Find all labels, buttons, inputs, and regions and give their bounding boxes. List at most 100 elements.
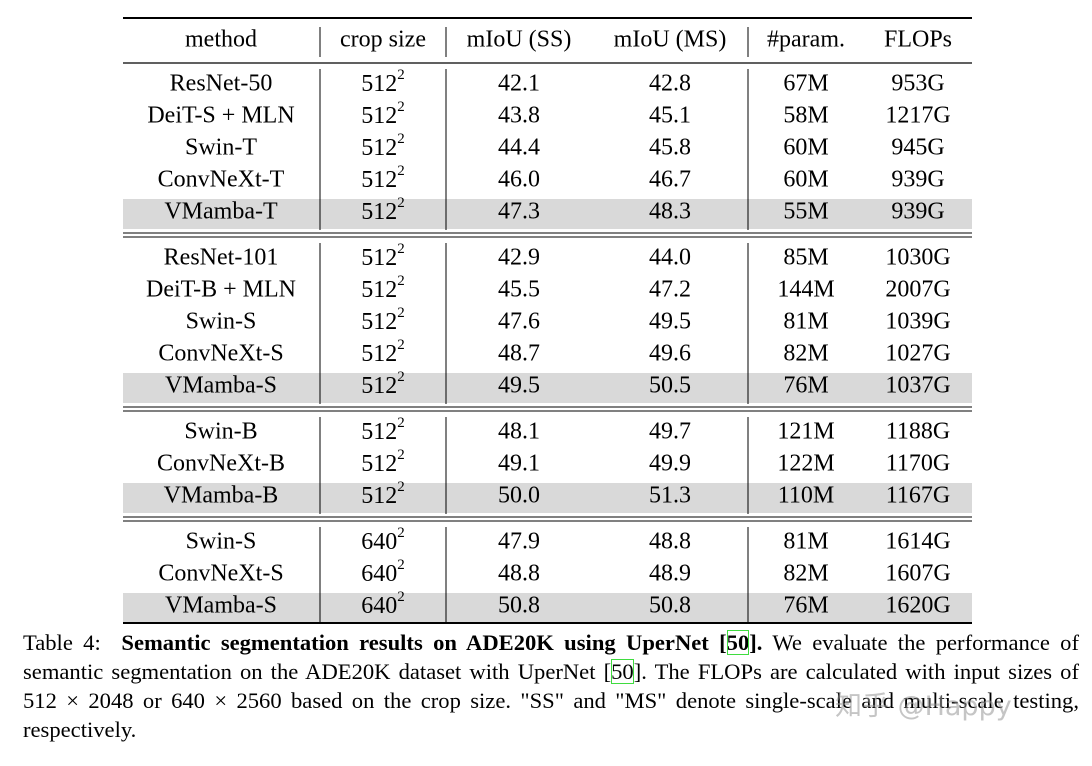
cell: 49.5 xyxy=(649,309,691,335)
cell: 5122 xyxy=(361,273,405,302)
crop-base: 512 xyxy=(361,373,397,399)
crop-base: 512 xyxy=(361,451,397,477)
cell: 1620G xyxy=(885,593,950,619)
cell: 1027G xyxy=(885,341,950,367)
cell: 5122 xyxy=(361,131,405,160)
cell: 43.8 xyxy=(498,103,540,129)
crop-exp: 2 xyxy=(397,525,405,541)
cell: 5122 xyxy=(361,415,405,444)
cell: 121M xyxy=(777,419,834,445)
cell: 1217G xyxy=(885,103,950,129)
highlight-row xyxy=(123,199,972,229)
cell: 60M xyxy=(783,167,828,193)
cell: ResNet-101 xyxy=(164,245,279,271)
cell: 1170G xyxy=(886,451,950,477)
citation[interactable]: 50 xyxy=(611,659,634,684)
crop-exp: 2 xyxy=(397,273,405,289)
cell: 5122 xyxy=(361,337,405,366)
cell: 48.8 xyxy=(498,561,540,587)
crop-exp: 2 xyxy=(397,67,405,83)
crop-base: 640 xyxy=(361,593,397,619)
crop-base: 512 xyxy=(361,483,397,509)
caption: Table 4: Semantic segmentation results o… xyxy=(23,628,1079,744)
cell: Swin-S xyxy=(186,529,257,555)
cell: 47.2 xyxy=(649,277,691,303)
highlight-row xyxy=(123,483,972,513)
cell: 5122 xyxy=(361,195,405,224)
crop-exp: 2 xyxy=(397,589,405,605)
crop-exp: 2 xyxy=(397,99,405,115)
cell: VMamba-S xyxy=(165,373,277,399)
cell: 46.0 xyxy=(498,167,540,193)
cell: 42.9 xyxy=(498,245,540,271)
cell: 6402 xyxy=(361,557,405,586)
cell: ConvNeXt-T xyxy=(158,167,285,193)
cell: 82M xyxy=(783,341,828,367)
cell: 47.6 xyxy=(498,309,540,335)
crop-exp: 2 xyxy=(397,447,405,463)
caption-text: We evaluate the performance of semantic … xyxy=(23,630,1080,684)
crop-base: 512 xyxy=(361,341,397,367)
crop-base: 640 xyxy=(361,529,397,555)
crop-base: 512 xyxy=(361,71,397,97)
cell: 939G xyxy=(891,199,944,225)
cell: 42.8 xyxy=(649,71,691,97)
cell: 81M xyxy=(783,529,828,555)
header-cell: mIoU (SS) xyxy=(467,27,572,53)
cell: 1188G xyxy=(886,419,950,445)
cell: 46.7 xyxy=(649,167,691,193)
crop-base: 512 xyxy=(361,199,397,225)
cell: 110M xyxy=(778,483,834,509)
citation[interactable]: 50 xyxy=(726,630,750,655)
caption-bold: Semantic segmentation results on ADE20K … xyxy=(121,630,762,655)
cell: 47.9 xyxy=(498,529,540,555)
cell: 45.1 xyxy=(649,103,691,129)
cell: ConvNeXt-B xyxy=(157,451,285,477)
caption-bold-text: Semantic segmentation results on ADE20K … xyxy=(121,630,727,655)
cell: 1030G xyxy=(885,245,950,271)
crop-exp: 2 xyxy=(397,241,405,257)
crop-exp: 2 xyxy=(397,337,405,353)
cell: 55M xyxy=(783,199,828,225)
cell: 58M xyxy=(783,103,828,129)
cell: 6402 xyxy=(361,525,405,554)
cell: 48.9 xyxy=(649,561,691,587)
cell: 45.8 xyxy=(649,135,691,161)
cell: 49.9 xyxy=(649,451,691,477)
caption-text: ]. The FLOPs are calculated with input s… xyxy=(23,659,1079,742)
crop-base: 512 xyxy=(361,103,397,129)
crop-exp: 2 xyxy=(397,163,405,179)
crop-exp: 2 xyxy=(397,305,405,321)
header-cell: mIoU (MS) xyxy=(614,27,727,53)
cell: 48.3 xyxy=(649,199,691,225)
cell: 122M xyxy=(777,451,834,477)
cell: ResNet-50 xyxy=(170,71,273,97)
crop-base: 512 xyxy=(361,167,397,193)
caption-label: Table 4: xyxy=(23,630,101,655)
cell: 945G xyxy=(891,135,944,161)
cell: 50.8 xyxy=(498,593,540,619)
cell: 50.8 xyxy=(649,593,691,619)
cell: 5122 xyxy=(361,479,405,508)
cell: 1614G xyxy=(885,529,950,555)
cell: 44.0 xyxy=(649,245,691,271)
cell: 953G xyxy=(891,71,944,97)
cell: 85M xyxy=(783,245,828,271)
cell: DeiT-S + MLN xyxy=(147,103,294,129)
cell: 49.6 xyxy=(649,341,691,367)
cell: 5122 xyxy=(361,447,405,476)
crop-exp: 2 xyxy=(397,415,405,431)
header-cell: FLOPs xyxy=(884,27,952,53)
cell: Swin-T xyxy=(185,135,257,161)
highlight-row xyxy=(123,593,972,623)
crop-exp: 2 xyxy=(397,479,405,495)
crop-exp: 2 xyxy=(397,131,405,147)
cell: 51.3 xyxy=(649,483,691,509)
cell: 1039G xyxy=(885,309,950,335)
cell: 50.0 xyxy=(498,483,540,509)
cell: 5122 xyxy=(361,99,405,128)
cell: 50.5 xyxy=(649,373,691,399)
cell: 82M xyxy=(783,561,828,587)
watermark: 知乎 @Happy xyxy=(835,691,1012,722)
